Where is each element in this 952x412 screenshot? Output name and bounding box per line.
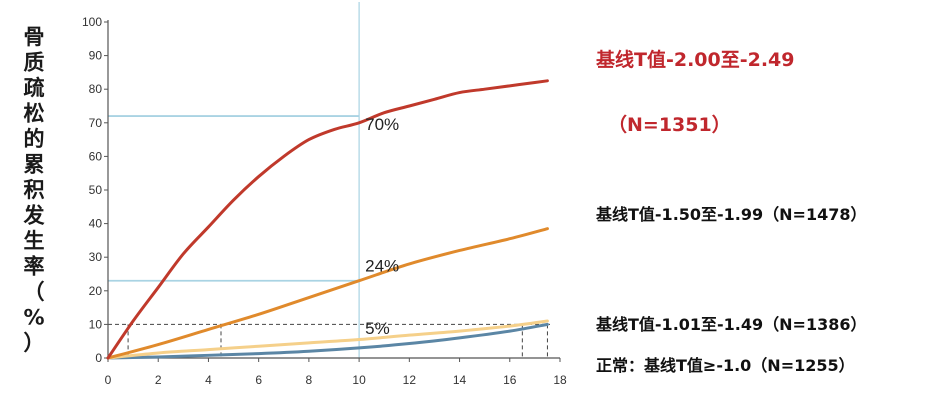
y-axis-label-char: 松 bbox=[24, 102, 45, 126]
y-tick-label: 10 bbox=[89, 317, 103, 331]
y-axis-label-char: 累 bbox=[24, 153, 45, 177]
y-axis-label-char: 骨 bbox=[24, 25, 45, 49]
x-tick-label: 12 bbox=[403, 373, 417, 387]
series-line bbox=[106, 79, 549, 360]
legend-label-series-2: 基线T值-1.50至-1.99（N=1478） bbox=[595, 205, 866, 224]
x-tick-label: 18 bbox=[553, 373, 567, 387]
y-axis-label-char: 质 bbox=[24, 51, 45, 75]
x-tick-label: 16 bbox=[503, 373, 517, 387]
y-axis-label-char: % bbox=[23, 306, 44, 330]
y-tick-label: 30 bbox=[89, 250, 103, 264]
legend-label-series-1-n: （N=1351） bbox=[608, 113, 731, 136]
x-tick-label: 6 bbox=[255, 373, 262, 387]
x-tick-label: 8 bbox=[306, 373, 313, 387]
y-axis-label-char: ） bbox=[24, 331, 45, 355]
x-tick-label: 14 bbox=[453, 373, 467, 387]
y-tick-label: 20 bbox=[89, 284, 103, 298]
series-lines bbox=[106, 79, 549, 360]
y-tick-label: 40 bbox=[89, 217, 103, 231]
y-tick-label: 100 bbox=[82, 15, 102, 29]
y-axis-label-char: 率 bbox=[24, 255, 45, 279]
y-tick-label: 50 bbox=[89, 183, 103, 197]
x-tick-label: 4 bbox=[205, 373, 212, 387]
series-line bbox=[106, 322, 549, 360]
x-tick-label: 10 bbox=[352, 373, 366, 387]
x-tick-label: 2 bbox=[155, 373, 162, 387]
legend-label-series-1: 基线T值-2.00至-2.49 bbox=[595, 48, 795, 71]
series-line bbox=[106, 319, 549, 360]
y-tick-label: 90 bbox=[89, 49, 103, 63]
y-axis-label-char: 的 bbox=[24, 127, 45, 151]
legend-label-series-3: 基线T值-1.01至-1.49（N=1386） bbox=[595, 315, 866, 334]
y-tick-label: 0 bbox=[95, 351, 102, 365]
annotation-label: 5% bbox=[365, 319, 390, 338]
y-axis-label-char: 疏 bbox=[24, 76, 45, 100]
y-axis-label-char: 发 bbox=[23, 204, 46, 228]
annotation-label: 24% bbox=[365, 256, 399, 275]
series-line bbox=[106, 227, 549, 360]
y-tick-label: 80 bbox=[89, 82, 103, 96]
axes: 0 10 20 30 40 50 60 70 80 90 100 0 2 4 6 8 10 12 14 16 18 bbox=[82, 15, 567, 387]
x-tick-label: 0 bbox=[105, 373, 112, 387]
annotations: 70% 24% 5% bbox=[365, 115, 399, 338]
y-axis-label-char: 积 bbox=[24, 178, 45, 202]
y-axis-label-char: （ bbox=[24, 280, 45, 304]
y-tick-label: 70 bbox=[89, 116, 103, 130]
y-axis-label-char: 生 bbox=[24, 229, 45, 253]
guide-lines bbox=[108, 2, 550, 358]
legend-label-series-4: 正常：基线T值≥-1.0（N=1255） bbox=[596, 356, 855, 375]
legend: 基线T值-2.00至-2.49 （N=1351） 基线T值-1.50至-1.99… bbox=[595, 48, 866, 375]
annotation-label: 70% bbox=[365, 115, 399, 134]
y-tick-label: 60 bbox=[89, 149, 103, 163]
